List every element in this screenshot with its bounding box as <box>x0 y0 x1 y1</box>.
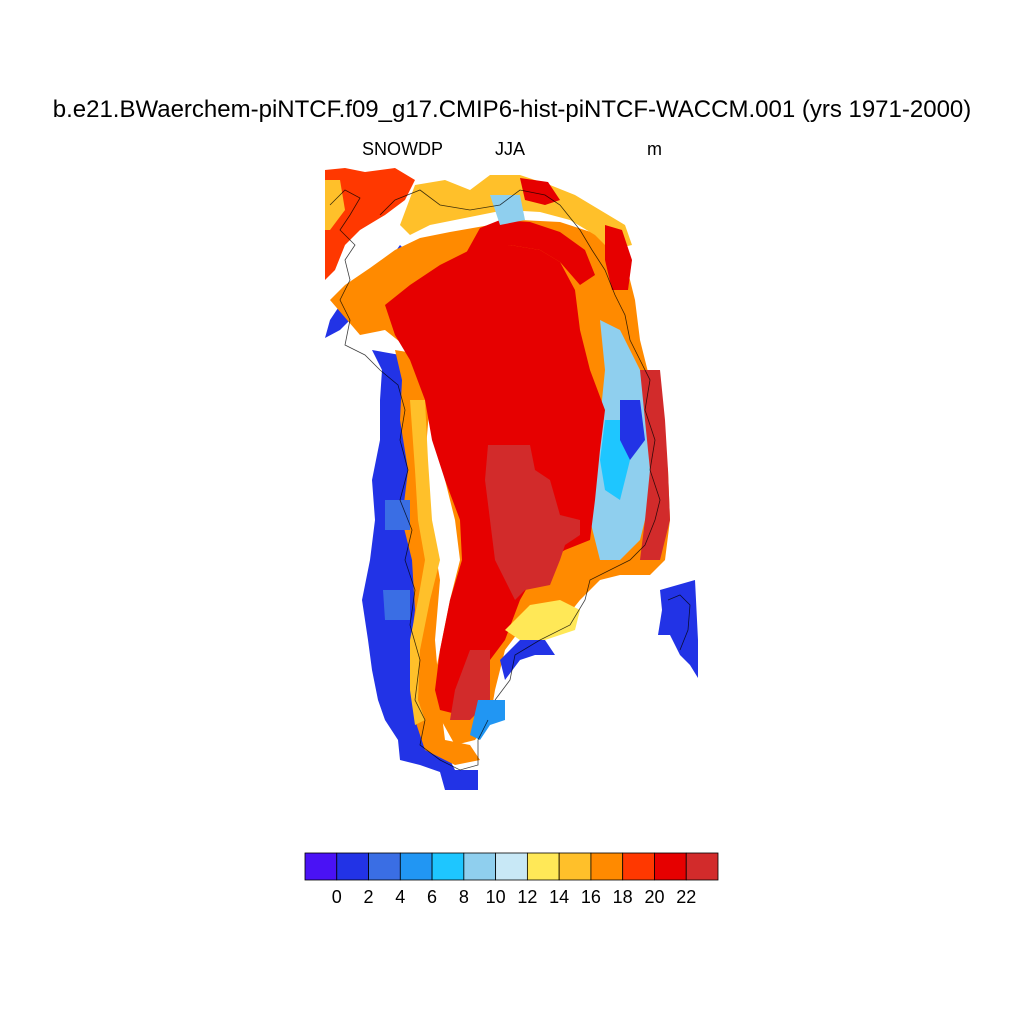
colorbar-swatch <box>526 852 560 881</box>
plot-title: b.e21.BWaerchem-piNTCF.f09_g17.CMIP6-his… <box>52 96 972 123</box>
variable-label: SNOWDP <box>362 139 443 159</box>
island-coastline <box>667 594 691 651</box>
north-coast-strip <box>400 175 632 250</box>
colorbar-swatch <box>590 852 624 881</box>
west-coast-patch-2 <box>385 500 410 530</box>
season-label: JJA <box>495 139 526 159</box>
snow-depth-field <box>325 168 698 790</box>
colorbar-swatch <box>495 852 528 881</box>
west-yellow-band <box>410 400 440 725</box>
colorbar-swatch <box>654 852 687 881</box>
south-coast-blue <box>470 700 505 740</box>
west-coast-patch-1 <box>383 590 410 620</box>
units-label: m <box>647 139 662 159</box>
northwest-corner <box>325 168 415 280</box>
colorbar-swatch <box>622 852 655 881</box>
colorbar <box>304 852 719 881</box>
north-coast-blue <box>490 195 525 225</box>
coastline-outline <box>329 189 691 771</box>
colorbar-tick-label: 16 <box>580 887 601 907</box>
colorbar-swatch <box>558 852 592 881</box>
colorbar-swatch <box>431 852 465 881</box>
colorbar-tick-label: 14 <box>549 887 570 907</box>
colorbar-tick-label: 18 <box>612 887 633 907</box>
southeast-blue <box>500 640 555 680</box>
south-coast-mix <box>505 600 580 640</box>
colorbar-tick-label: 4 <box>395 887 406 907</box>
northwest-yellow <box>325 180 345 230</box>
colorbar-tick-label: 22 <box>676 887 697 907</box>
east-blue-patches <box>620 400 645 460</box>
colorbar-swatch <box>336 852 369 881</box>
colorbar-swatch <box>463 852 497 881</box>
colorbar-tick-label: 2 <box>363 887 374 907</box>
colorbar-swatch <box>368 852 401 881</box>
west-coastline <box>329 189 489 771</box>
colorbar-tick-label: 20 <box>644 887 665 907</box>
north-lobe-red <box>465 220 595 285</box>
west-coast-band <box>362 350 478 790</box>
colorbar-swatch <box>304 852 338 881</box>
colorbar-tick-label: 8 <box>458 887 469 907</box>
colorbar-tick-label: 10 <box>485 887 506 907</box>
northeast-peninsula <box>605 225 632 290</box>
ice-sheet-max-region <box>485 445 580 600</box>
east-coastline <box>379 189 661 701</box>
colorbar-tick-label: 0 <box>331 887 342 907</box>
colorbar-swatch <box>399 852 433 881</box>
eastern-island <box>658 580 698 678</box>
colorbar-tick-label: 6 <box>427 887 438 907</box>
colorbar-tick-label: 12 <box>517 887 538 907</box>
colorbar-swatch <box>685 852 719 881</box>
